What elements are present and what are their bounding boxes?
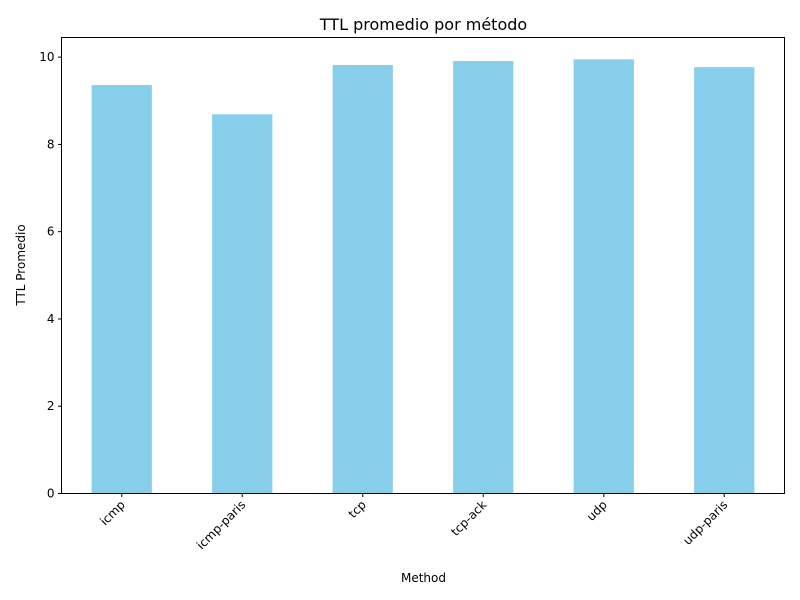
bars-group	[91, 59, 755, 494]
chart-title: TTL promedio por método	[319, 15, 527, 34]
y-tick-label: 8	[47, 137, 55, 151]
x-tick-label-udp: udp	[584, 498, 610, 524]
x-tick-label-tcp: tcp	[346, 498, 369, 521]
bar-udp-paris	[694, 67, 755, 494]
x-ticks-group: icmp icmp-paris tcp tcp-ack udp udp-paris	[97, 493, 730, 552]
y-ticks-group: 0 2 4 6 8 10	[39, 50, 62, 501]
x-tick-label-udp-paris: udp-paris	[680, 498, 730, 548]
x-tick-label-icmp-paris: icmp-paris	[194, 498, 248, 552]
bar-udp	[573, 59, 634, 494]
bar-tcp-ack	[453, 61, 514, 494]
y-tick-label: 2	[47, 399, 55, 413]
y-axis-label: TTL Promedio	[14, 224, 28, 306]
bar-icmp-paris	[212, 114, 273, 494]
plot-frame	[61, 37, 785, 494]
y-tick-label: 10	[39, 50, 54, 64]
bar-icmp	[91, 85, 152, 494]
x-tick-label-tcp-ack: tcp-ack	[448, 498, 489, 539]
x-axis-label: Method	[401, 571, 446, 585]
y-tick-label: 0	[47, 487, 55, 501]
bar-tcp	[332, 64, 393, 494]
y-tick-label: 6	[47, 225, 55, 239]
x-tick-label-icmp: icmp	[97, 498, 128, 529]
y-tick-label: 4	[47, 312, 55, 326]
